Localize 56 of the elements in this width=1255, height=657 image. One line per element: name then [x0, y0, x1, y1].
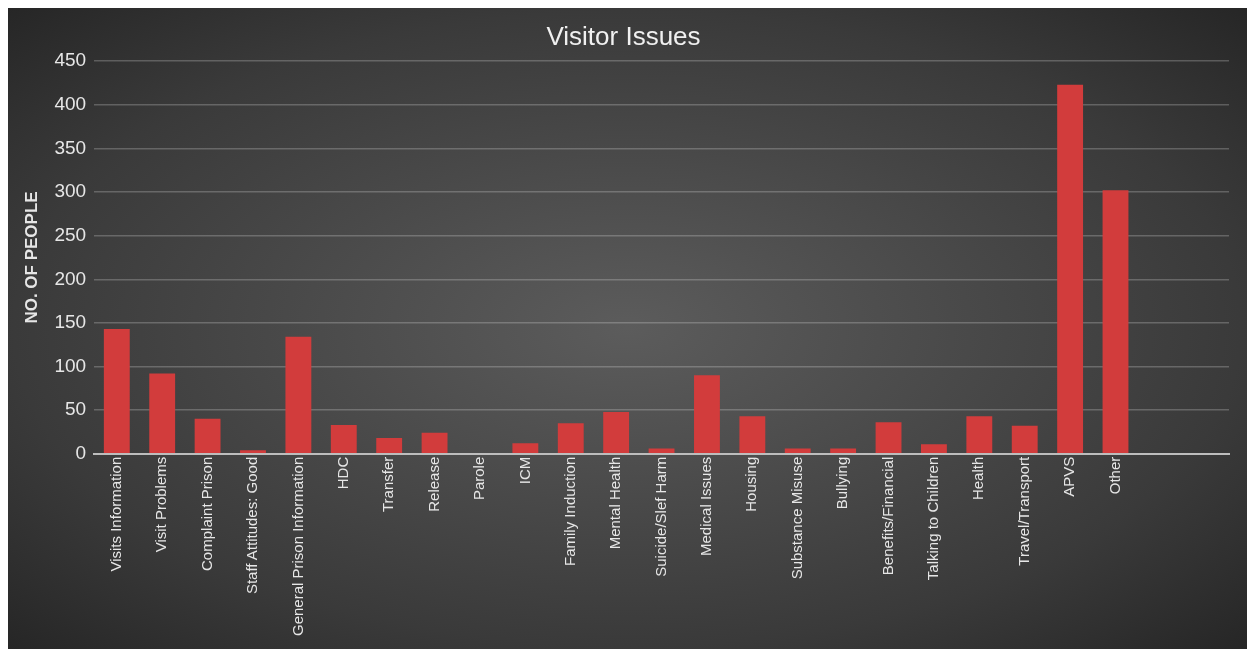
bar [376, 438, 403, 453]
x-tick-label: Housing [742, 456, 760, 512]
x-tick-label: Talking to Children [924, 456, 942, 581]
x-tick-label: Travel/Transport [1014, 455, 1032, 566]
bar [920, 444, 947, 453]
bar [103, 329, 130, 453]
y-axis-title: NO. OF PEOPLE [21, 191, 41, 324]
x-tick-label: Bullying [833, 456, 851, 510]
bar [603, 411, 630, 453]
bar [1102, 190, 1129, 453]
y-tick-label: 300 [54, 180, 87, 202]
x-tick-label: Complaint Prison [197, 456, 215, 571]
chart-title: Visitor Issues [546, 20, 701, 51]
y-tick-label: 350 [54, 136, 87, 158]
x-tick-label: Benefits/Financial [878, 456, 896, 576]
bar [694, 375, 720, 453]
bar [830, 448, 857, 453]
bar [194, 418, 221, 453]
bar [421, 432, 448, 453]
x-tick-label: Transfer [379, 456, 397, 513]
bar [330, 424, 357, 453]
bar [512, 443, 539, 453]
x-tick-label: Suicide/Slef Harm [651, 456, 669, 577]
x-tick-label: Visits Information [106, 456, 124, 572]
x-tick-label: APVS [1060, 456, 1078, 497]
y-tick-label: 200 [54, 267, 87, 289]
bar [739, 416, 766, 453]
x-tick-label: ICM [515, 456, 533, 485]
bar [875, 422, 902, 453]
y-tick-label: 50 [64, 398, 87, 420]
x-tick-label: HDC [333, 456, 351, 490]
bar [285, 336, 312, 453]
x-tick-label: Other [1105, 456, 1123, 495]
x-tick-label: Substance Misuse [787, 456, 805, 580]
bar [784, 448, 811, 453]
y-tick-label: 450 [54, 49, 87, 71]
x-tick-label: Medical Issues [697, 456, 715, 556]
y-tick-label: 100 [54, 354, 87, 376]
bar [240, 450, 266, 453]
x-tick-label: Release [424, 456, 442, 512]
x-tick-label: Health [969, 456, 987, 501]
x-tick-label: Mental Health [606, 456, 624, 550]
x-tick-label: Visit Problems [152, 456, 170, 553]
y-tick-label: 0 [75, 441, 87, 463]
x-tick-label: Family Induction [560, 456, 578, 566]
x-tick-label: General Prison Information [288, 456, 306, 637]
bar [557, 423, 584, 453]
y-tick-label: 250 [54, 223, 87, 245]
y-tick-label: 150 [54, 311, 87, 333]
y-tick-label: 400 [54, 93, 87, 115]
bar [149, 373, 176, 453]
bar [1011, 425, 1038, 453]
bar [1057, 84, 1084, 453]
bar [966, 416, 993, 453]
x-tick-label: Staff Attitudes: Good [243, 456, 261, 595]
x-tick-label: Parole [470, 456, 488, 501]
